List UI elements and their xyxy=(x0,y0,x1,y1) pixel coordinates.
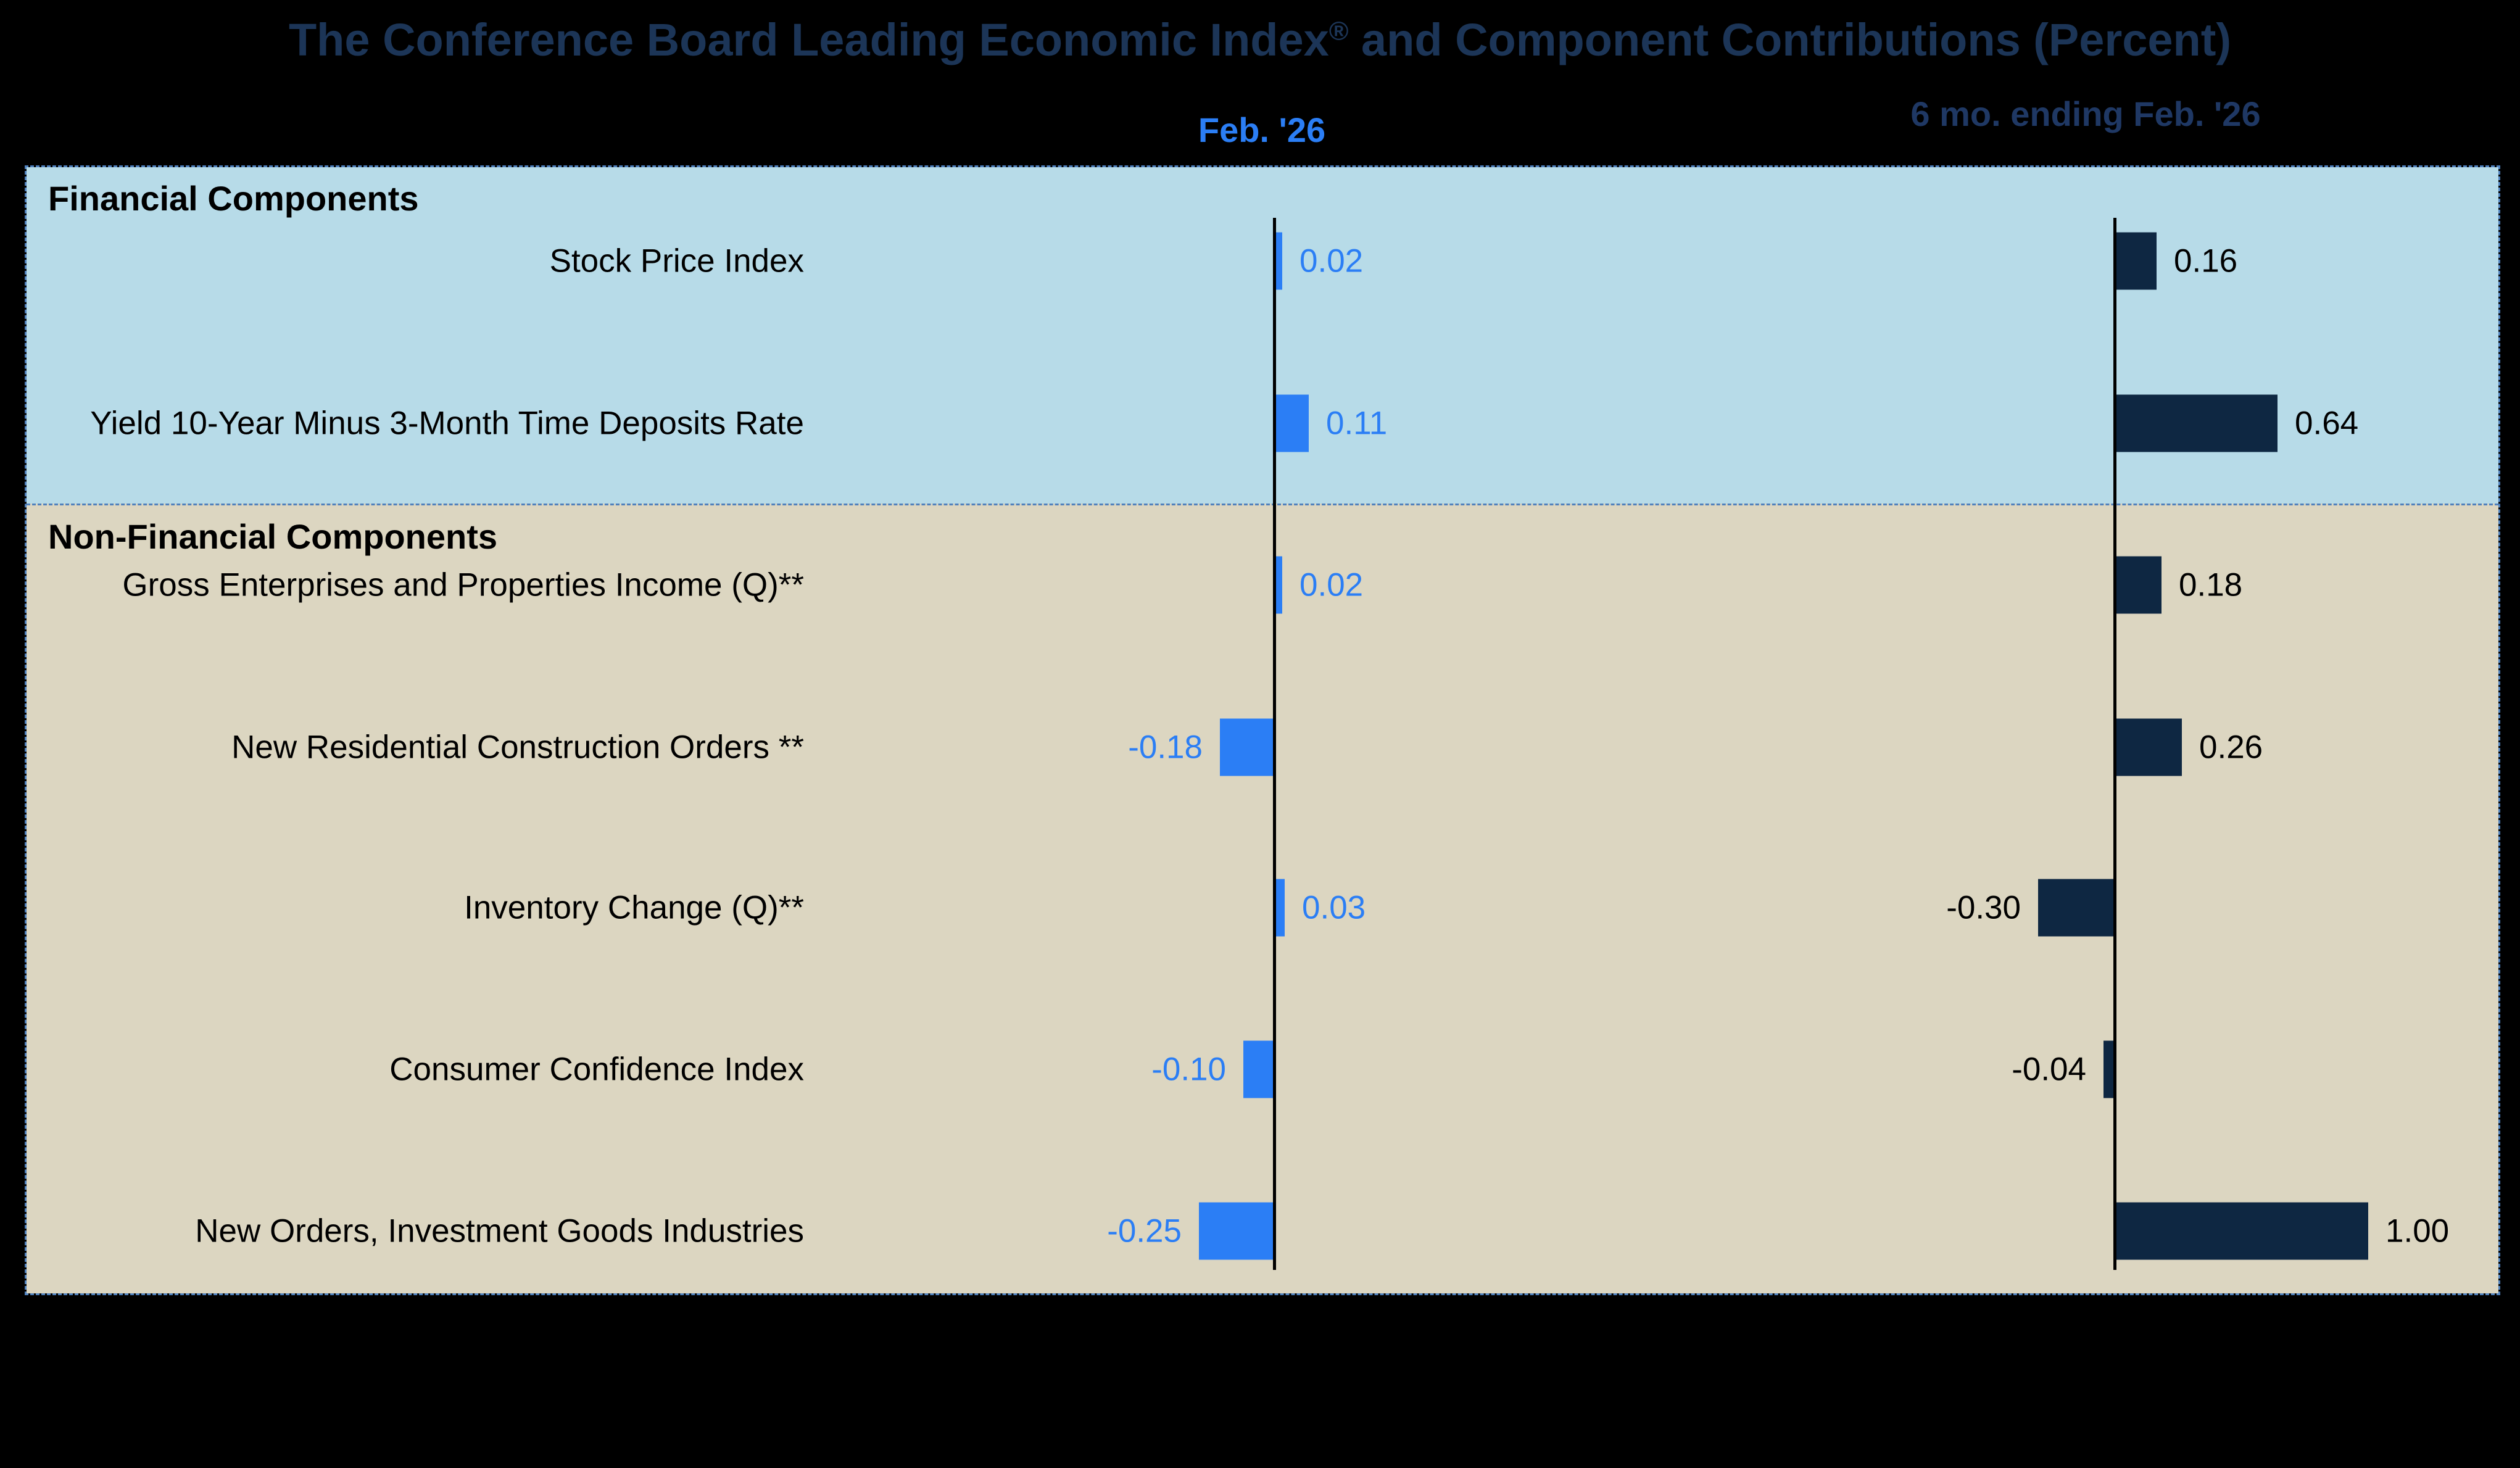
bar-feb xyxy=(1220,718,1273,776)
bar-value-six: 0.26 xyxy=(2199,729,2263,766)
bar-feb xyxy=(1243,1040,1273,1098)
column-header-6mo: 6 mo. ending Feb. '26 xyxy=(1910,94,2261,133)
bar-feb xyxy=(1276,556,1282,614)
chart-area: Financial Components Non-Financial Compo… xyxy=(25,165,2500,1295)
row-label: New Residential Construction Orders ** xyxy=(231,729,804,766)
page-title-text-suffix: and Component Contributions (Percent) xyxy=(1348,14,2232,65)
bar-value-six: 0.18 xyxy=(2179,566,2243,603)
bar-feb xyxy=(1199,1202,1273,1260)
bar-feb xyxy=(1276,879,1285,937)
section-label-non-financial: Non-Financial Components xyxy=(48,517,497,556)
bar-value-feb: 0.02 xyxy=(1299,566,1364,603)
bar-six xyxy=(2116,556,2161,614)
row-label: Stock Price Index xyxy=(549,243,804,280)
bar-value-feb: -0.18 xyxy=(1128,729,1203,766)
bar-six xyxy=(2116,232,2157,290)
bar-value-six: 0.16 xyxy=(2174,243,2238,280)
bar-value-feb: 0.11 xyxy=(1326,405,1388,442)
row-label: New Orders, Investment Goods Industries xyxy=(195,1213,804,1250)
bar-value-six: 0.64 xyxy=(2295,405,2359,442)
row-label: Gross Enterprises and Properties Income … xyxy=(122,566,804,603)
page-title-text: The Conference Board Leading Economic In… xyxy=(288,14,1329,65)
section-label-financial: Financial Components xyxy=(48,179,419,218)
row-label: Yield 10-Year Minus 3-Month Time Deposit… xyxy=(90,405,804,442)
bar-value-six: -0.04 xyxy=(2012,1051,2086,1088)
bar-six xyxy=(2038,879,2113,937)
bar-six xyxy=(2116,394,2278,452)
page-title: The Conference Board Leading Economic In… xyxy=(0,14,2520,66)
row-label: Inventory Change (Q)** xyxy=(464,889,804,926)
right-axis xyxy=(2113,218,2116,1270)
column-header-feb: Feb. '26 xyxy=(1198,110,1326,149)
bar-six xyxy=(2116,1202,2368,1260)
bar-value-six: -0.30 xyxy=(1946,889,2021,926)
left-axis xyxy=(1273,218,1276,1270)
row-label: Consumer Confidence Index xyxy=(389,1051,804,1088)
bar-value-feb: -0.25 xyxy=(1107,1213,1182,1250)
bar-feb xyxy=(1276,232,1282,290)
bar-value-feb: 0.02 xyxy=(1299,243,1364,280)
bar-value-feb: 0.03 xyxy=(1302,889,1366,926)
bar-six xyxy=(2103,1040,2113,1098)
bar-value-feb: -0.10 xyxy=(1151,1051,1226,1088)
section-financial: Financial Components xyxy=(27,167,2498,504)
registered-trademark-icon: ® xyxy=(1328,16,1349,46)
bar-feb xyxy=(1276,394,1309,452)
bar-six xyxy=(2116,718,2182,776)
bar-value-six: 1.00 xyxy=(2385,1213,2450,1250)
